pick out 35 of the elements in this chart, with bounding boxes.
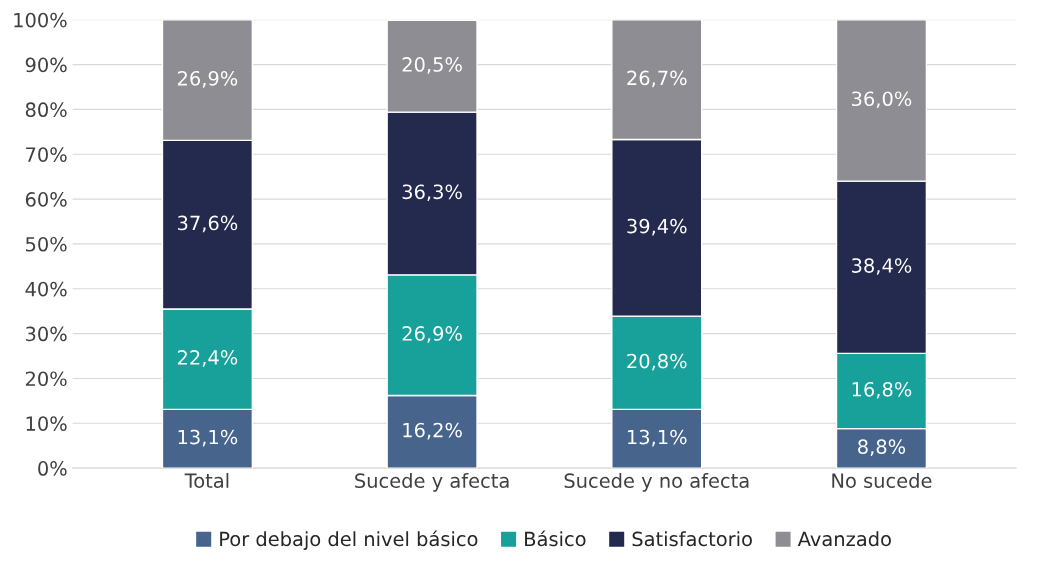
y-tick-label: 90%	[25, 57, 67, 73]
data-label: 13,1%	[628, 429, 687, 447]
y-tick-label: 60%	[25, 192, 67, 207]
x-tick-label: Total	[184, 472, 229, 489]
data-label: 22,4%	[177, 350, 238, 367]
data-label: 13,1%	[178, 429, 238, 447]
legend-label: Básico	[525, 530, 586, 547]
y-tick-label: 10%	[26, 416, 67, 431]
x-tick-label: No sucede	[832, 472, 932, 489]
data-label: 20,5%	[402, 57, 462, 74]
data-label: 16,8%	[852, 381, 912, 399]
y-tick-label: 50%	[26, 236, 67, 252]
y-tick-label: 40%	[25, 281, 67, 297]
data-label: 8,8%	[858, 439, 906, 457]
data-label: 36,3%	[402, 184, 462, 202]
data-label: 26,7%	[627, 70, 687, 88]
legend-label: Por debajo del nivel básico	[220, 530, 478, 551]
data-label: 16,2%	[403, 422, 462, 440]
x-tick-label: Sucede y no afecta	[564, 472, 749, 492]
y-tick-label: 0%	[38, 461, 67, 476]
y-tick-label: 100%	[14, 12, 67, 28]
legend-label: Avanzado	[797, 531, 891, 547]
data-label: 38,4%	[852, 258, 912, 275]
data-label: 20,8%	[627, 353, 687, 371]
data-label: 26,9%	[402, 326, 462, 343]
x-tick-label: Sucede y afecta	[355, 472, 509, 492]
legend-label: Satisfactorio	[632, 531, 752, 547]
data-label: 37,6%	[178, 215, 238, 233]
data-label: 26,9%	[177, 70, 238, 88]
data-label: 39,4%	[627, 218, 687, 236]
y-tick-label: 20%	[25, 371, 67, 387]
y-tick-label: 30%	[25, 326, 67, 342]
y-tick-label: 70%	[26, 147, 67, 162]
data-label: 36,0%	[852, 91, 912, 109]
y-tick-label: 80%	[25, 102, 67, 118]
